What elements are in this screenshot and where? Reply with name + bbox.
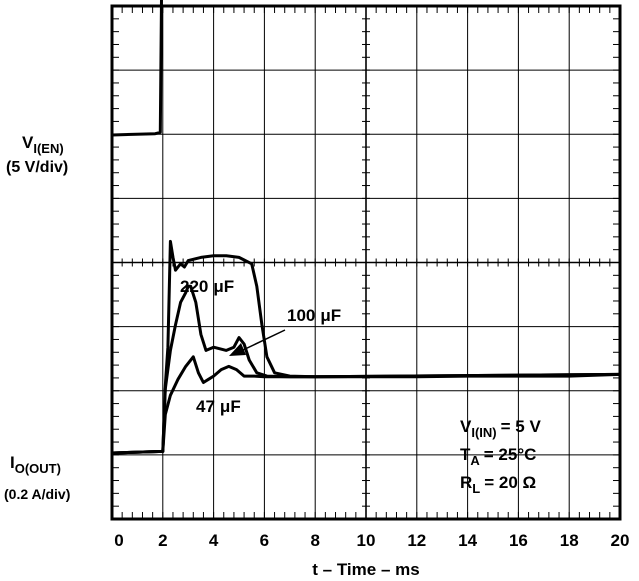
channel-1-label-main: V [22,133,34,152]
x-tick-label: 14 [458,531,477,550]
condition-vin-sub: I(IN) [471,425,496,440]
x-tick-label: 4 [209,531,219,550]
x-tick-label: 8 [310,531,319,550]
x-tick-label: 0 [114,531,123,550]
condition-ta-val: = 25°C [484,445,537,464]
cap-220-unit: μF [213,277,234,296]
condition-rl: RL = 20 Ω [460,473,536,496]
trace-3 [110,355,622,455]
condition-rl-val: = 20 Ω [484,473,536,492]
cap-47-label: 47 μF [196,397,241,416]
x-tick-label: 16 [509,531,528,550]
trace-0 [110,0,163,137]
condition-rl-sub: L [472,481,480,496]
channel-1-label-sub: I(EN) [33,141,63,156]
channel-2-label: IO(OUT) [10,453,61,476]
condition-vin-val: = 5 V [501,417,542,436]
cap-100-arrow-line [242,329,286,351]
traces [110,0,622,455]
cap-100-value: 100 [287,306,315,325]
trace-2 [110,284,622,455]
plot-frame [110,4,622,521]
condition-ta-sub: A [470,453,480,468]
cap-220-label: 220 μF [180,277,234,296]
condition-rl-main: R [460,473,472,492]
cap-47-unit: μF [220,397,241,416]
channel-2-scale: (0.2 A/div) [4,486,70,502]
cap-47-value: 47 [196,397,215,416]
x-tick-label: 2 [158,531,167,550]
x-tick-label: 12 [407,531,426,550]
cap-100-arrowhead [229,343,246,356]
cap-220-value: 220 [180,277,208,296]
condition-vin-main: V [460,417,472,436]
x-tick-label: 10 [357,531,376,550]
condition-ta: TA = 25°C [460,445,536,468]
condition-vin: VI(IN) = 5 V [460,417,541,440]
channel-2-label-main: I [10,453,15,472]
condition-ta-main: T [460,445,471,464]
cap-100-label: 100 μF [287,306,341,325]
cap-100-unit: μF [320,306,341,325]
x-tick-label: 6 [260,531,269,550]
x-tick-labels: 0 2 4 6 8 10 12 14 16 18 20 [114,531,629,550]
x-tick-label: 18 [560,531,579,550]
channel-2-label-sub: O(OUT) [15,461,61,476]
x-axis-label: t – Time – ms [312,560,419,579]
x-tick-label: 20 [611,531,630,550]
channel-1-scale: (5 V/div) [6,159,68,176]
channel-1-label: VI(EN) [22,133,64,156]
